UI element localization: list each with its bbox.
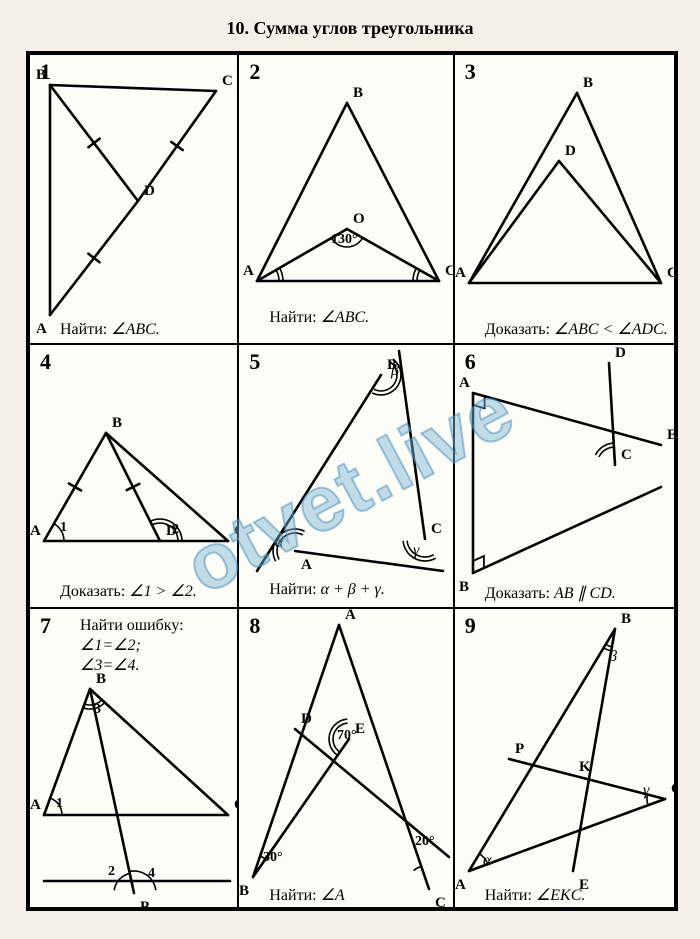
svg-text:A: A (301, 557, 312, 573)
svg-text:3: 3 (94, 702, 101, 717)
svg-text:α: α (483, 852, 492, 869)
cell-2: 2ABCO130°Найти: ∠ABC. (238, 54, 453, 344)
svg-text:1: 1 (60, 520, 67, 535)
svg-text:A: A (345, 609, 356, 623)
task-text: Найти ошибку:∠1=∠2;∠3=∠4. (80, 617, 184, 675)
svg-text:B: B (583, 75, 593, 91)
svg-text:2: 2 (172, 522, 179, 537)
svg-text:D: D (565, 143, 576, 159)
diagram: A B C D (455, 55, 676, 345)
diagram: A B C D E (455, 345, 676, 609)
svg-text:β: β (608, 648, 617, 665)
diagram: ABCPKEαβγ (455, 609, 676, 909)
cell-6: 6ABCDEДоказать: AB ∥ CD. (454, 344, 675, 608)
svg-text:C: C (435, 895, 446, 909)
svg-text:P: P (515, 741, 524, 757)
svg-text:α: α (275, 534, 284, 551)
svg-text:B: B (36, 67, 46, 83)
diagram: ABCO130° (239, 55, 454, 345)
svg-text:B: B (239, 883, 249, 899)
problem-grid: 1ABCDНайти: ∠ABC. 2ABCO130°Найти: ∠ABC. … (26, 51, 678, 911)
diagram: A B C D (30, 55, 239, 345)
cell-8: 8ABCDE70°30°20°Найти: ∠A (238, 608, 453, 908)
svg-text:C: C (621, 447, 632, 463)
svg-text:B: B (112, 415, 122, 431)
svg-text:B: B (353, 85, 363, 101)
svg-text:2: 2 (108, 864, 115, 879)
svg-text:D: D (301, 711, 312, 727)
page-title: 10. Сумма углов треугольника (0, 0, 700, 51)
svg-text:O: O (353, 211, 365, 227)
svg-text:20°: 20° (415, 834, 435, 849)
svg-text:K: K (579, 759, 591, 775)
svg-text:C: C (671, 781, 676, 797)
task-text: Найти: ∠A (269, 885, 344, 905)
svg-text:D: D (144, 183, 155, 199)
diagram: ABCDE70°30°20° (239, 609, 454, 909)
cell-9: 9ABCPKEαβγНайти: ∠EKC. (454, 608, 675, 908)
svg-text:A: A (243, 263, 254, 279)
svg-text:γ: γ (643, 782, 650, 799)
svg-text:B: B (459, 579, 469, 595)
svg-text:A: A (36, 321, 47, 337)
svg-text:D: D (615, 345, 626, 361)
svg-text:C: C (667, 265, 676, 281)
svg-text:β: β (390, 362, 399, 379)
svg-text:P: P (140, 899, 149, 909)
svg-text:A: A (30, 797, 41, 813)
svg-text:A: A (455, 265, 466, 281)
cell-3: 3ABCDДоказать: ∠ABC < ∠ADC. (454, 54, 675, 344)
svg-text:A: A (455, 877, 466, 893)
svg-text:C: C (222, 73, 233, 89)
svg-text:1: 1 (56, 796, 63, 811)
svg-text:70°: 70° (337, 728, 357, 743)
task-text: Найти: α + β + γ. (269, 581, 384, 599)
task-text: Доказать: AB ∥ CD. (485, 583, 616, 603)
cell-5: 5ABCαβγНайти: α + β + γ. (238, 344, 453, 608)
task-text: Найти: ∠ABC. (60, 319, 160, 339)
svg-text:30°: 30° (263, 850, 283, 865)
cell-1: 1ABCDНайти: ∠ABC. (29, 54, 238, 344)
task-text: Доказать: ∠ABC < ∠ADC. (485, 319, 668, 339)
svg-text:4: 4 (148, 866, 155, 881)
svg-text:C: C (431, 521, 442, 537)
svg-text:A: A (30, 523, 41, 539)
task-text: Найти: ∠EKC. (485, 885, 586, 905)
svg-text:γ: γ (413, 542, 420, 559)
svg-text:A: A (459, 375, 470, 391)
cell-4: 4ABCD12Доказать: ∠1 > ∠2. (29, 344, 238, 608)
task-text: Найти: ∠ABC. (269, 307, 369, 327)
svg-text:E: E (667, 427, 676, 443)
task-text: Доказать: ∠1 > ∠2. (60, 581, 197, 601)
cell-7: 7ABCP1324Найти ошибку:∠1=∠2;∠3=∠4. (29, 608, 238, 908)
diagram: ABCD12 (30, 345, 239, 609)
diagram: ABCαβγ (239, 345, 454, 609)
svg-text:B: B (621, 611, 631, 627)
svg-text:130°: 130° (331, 232, 358, 247)
